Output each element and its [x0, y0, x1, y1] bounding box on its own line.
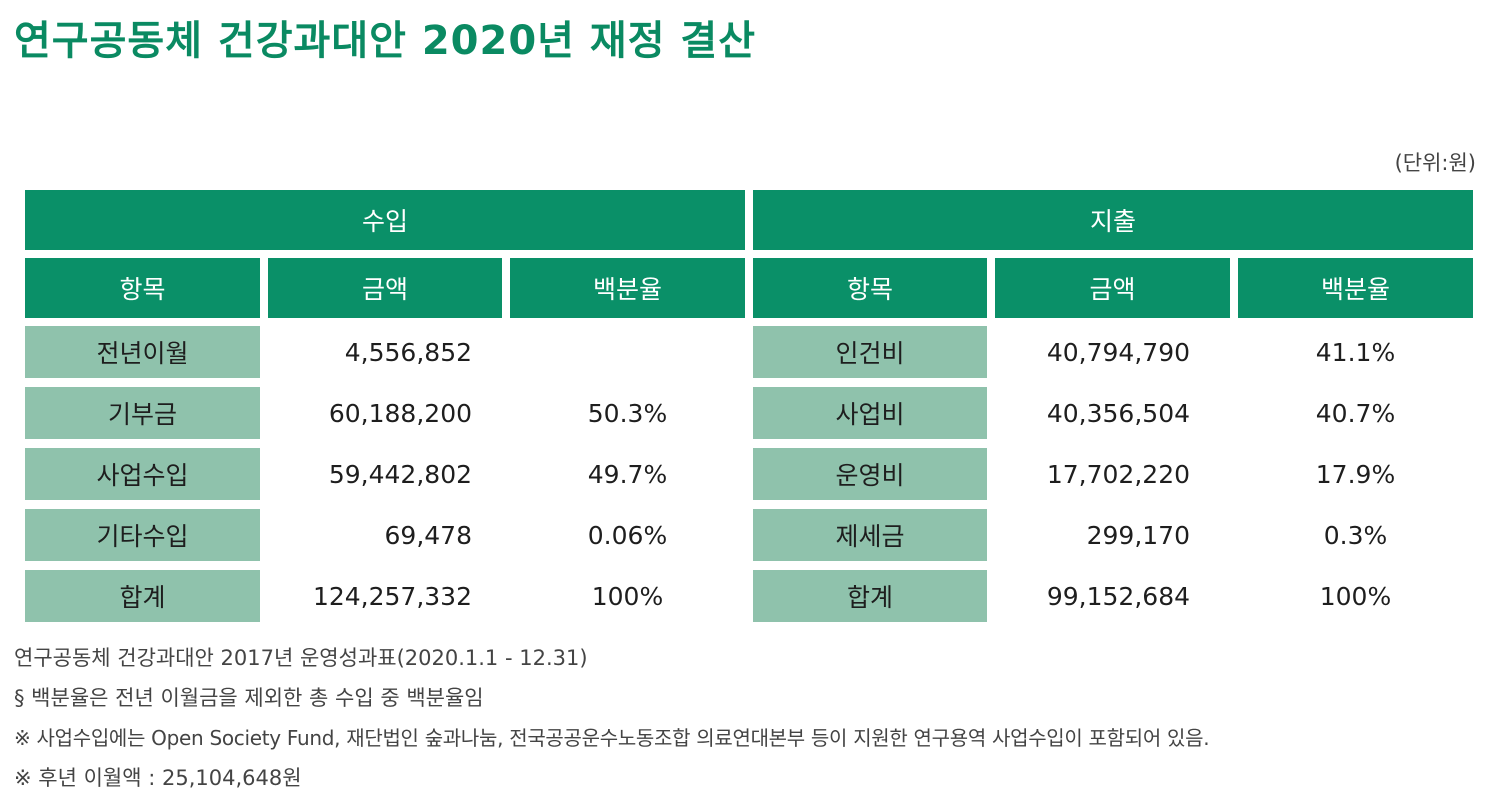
expense-row-item: 사업비 — [753, 387, 987, 439]
expense-col-amount: 금액 — [995, 258, 1230, 318]
income-row-percent: 49.7% — [587, 459, 668, 489]
expense-total-percent: 100% — [1319, 581, 1392, 611]
income-row-item: 기타수입 — [25, 509, 260, 561]
income-row-amount: 4,556,852 — [344, 337, 472, 367]
income-row-percent — [510, 326, 745, 378]
expense-row-percent: 41.1% — [1315, 337, 1396, 367]
expense-row-percent: 0.3% — [1323, 520, 1388, 550]
expense-row-item: 인건비 — [753, 326, 987, 378]
note-percent: § 백분율은 전년 이월금을 제외한 총 수입 중 백분율임 — [14, 686, 484, 710]
expense-total-item: 합계 — [753, 570, 987, 622]
income-col-percent: 백분율 — [510, 258, 745, 318]
expense-row-percent: 40.7% — [1315, 398, 1396, 428]
income-row-amount: 69,478 — [384, 520, 472, 550]
expense-row-percent: 17.9% — [1315, 459, 1396, 489]
income-row-percent: 50.3% — [587, 398, 668, 428]
expense-row-item: 운영비 — [753, 448, 987, 500]
income-col-item: 항목 — [25, 258, 260, 318]
income-row-percent: 0.06% — [587, 520, 668, 550]
expense-row-amount: 40,356,504 — [1046, 398, 1190, 428]
income-row-amount: 60,188,200 — [328, 398, 472, 428]
income-row-item: 전년이월 — [25, 326, 260, 378]
income-row-item: 사업수입 — [25, 448, 260, 500]
expense-total-amount: 99,152,684 — [1046, 581, 1190, 611]
income-total-percent: 100% — [591, 581, 664, 611]
expense-col-percent: 백분율 — [1238, 258, 1473, 318]
income-col-amount: 금액 — [268, 258, 502, 318]
note-carryover: ※ 후년 이월액 : 25,104,648원 — [14, 766, 302, 790]
expense-row-item: 제세금 — [753, 509, 987, 561]
income-row-amount: 59,442,802 — [328, 459, 472, 489]
page-title: 연구공동체 건강과대안 2020년 재정 결산 — [14, 18, 757, 64]
income-row-item: 기부금 — [25, 387, 260, 439]
expense-row-amount: 40,794,790 — [1046, 337, 1190, 367]
note-project-income: ※ 사업수입에는 Open Society Fund, 재단법인 숲과나눔, 전… — [14, 726, 1210, 750]
income-header: 수입 — [25, 190, 745, 250]
expense-row-amount: 299,170 — [1086, 520, 1190, 550]
note-source: 연구공동체 건강과대안 2017년 운영성과표(2020.1.1 - 12.31… — [14, 646, 588, 670]
expense-header: 지출 — [753, 190, 1473, 250]
unit-label: (단위:원) — [1394, 151, 1476, 175]
income-total-item: 합계 — [25, 570, 260, 622]
income-total-amount: 124,257,332 — [312, 581, 472, 611]
expense-row-amount: 17,702,220 — [1046, 459, 1190, 489]
expense-col-item: 항목 — [753, 258, 987, 318]
